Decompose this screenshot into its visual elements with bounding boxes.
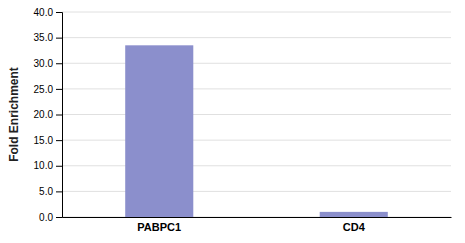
y-tick-mark [56, 89, 62, 90]
grid-line [62, 63, 451, 64]
y-tick: 25.0 [34, 84, 62, 95]
grid-line [62, 191, 451, 192]
y-tick: 20.0 [34, 109, 62, 120]
y-tick-label: 10.0 [34, 160, 54, 171]
x-axis-line [63, 217, 452, 218]
y-tick: 10.0 [34, 160, 62, 171]
y-axis: 0.0 5.0 10.0 15.0 20.0 25.0 30.0 35.0 40.0 [34, 7, 63, 223]
y-tick: 15.0 [34, 135, 62, 146]
x-tick-label: CD4 [343, 221, 366, 233]
grid-line [62, 217, 451, 218]
y-tick-label: 15.0 [34, 135, 54, 146]
x-tick: PABPC1 [137, 217, 181, 233]
y-tick-mark [56, 140, 62, 141]
x-tick-label: PABPC1 [137, 221, 181, 233]
y-tick-mark [56, 38, 62, 39]
plot: 0.0 5.0 10.0 15.0 20.0 25.0 30.0 35.0 40.0 PABPC1… [34, 7, 452, 233]
y-axis-line [56, 13, 63, 218]
y-tick-mark [56, 217, 62, 218]
y-tick-label: 0.0 [39, 212, 53, 223]
grid-line [62, 140, 451, 141]
y-tick-mark [56, 12, 62, 13]
y-tick-label: 5.0 [39, 186, 53, 197]
y-tick-mark [56, 166, 62, 167]
y-tick: 30.0 [34, 58, 62, 69]
grid-line [62, 88, 451, 89]
y-tick-label: 25.0 [34, 84, 54, 95]
y-tick-label: 20.0 [34, 109, 54, 120]
y-tick: 40.0 [34, 7, 62, 18]
x-tick: CD4 [343, 217, 366, 233]
grid-line [62, 37, 451, 38]
grid-line [62, 12, 451, 13]
bar [320, 212, 388, 217]
y-tick: 5.0 [39, 186, 62, 197]
y-tick-label: 35.0 [34, 32, 54, 43]
grid-line [62, 114, 451, 115]
y-tick-label: 40.0 [34, 7, 54, 18]
bars [125, 45, 388, 217]
grid-line [62, 165, 451, 166]
y-tick: 0.0 [39, 212, 62, 223]
x-axis: PABPC1 CD4 [63, 217, 452, 233]
chart: 0.0 5.0 10.0 15.0 20.0 25.0 30.0 35.0 40.0 PABPC1… [0, 0, 465, 243]
y-tick-mark [56, 115, 62, 116]
y-axis-title: Fold Enrichment [7, 67, 21, 162]
y-tick-label: 30.0 [34, 58, 54, 69]
y-tick: 35.0 [34, 32, 62, 43]
bar [125, 45, 193, 217]
y-tick-mark [56, 191, 62, 192]
y-tick-mark [56, 63, 62, 64]
grid [62, 12, 451, 217]
